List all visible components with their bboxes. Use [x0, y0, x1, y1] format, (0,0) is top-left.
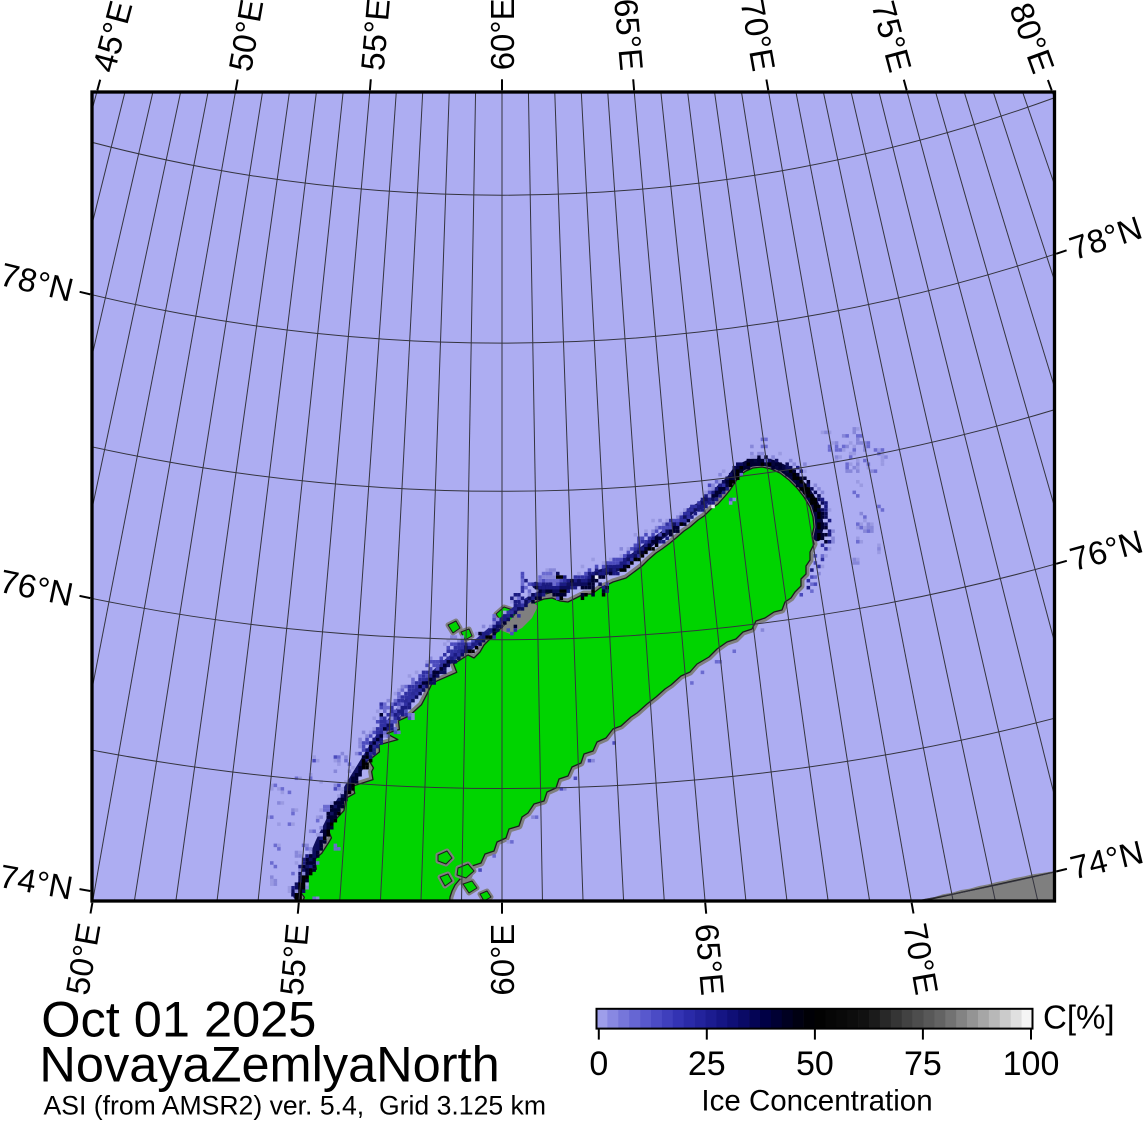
svg-text:65°E: 65°E [607, 0, 650, 72]
svg-text:60°E: 60°E [484, 0, 521, 70]
svg-text:50: 50 [796, 1045, 834, 1083]
svg-text:25: 25 [688, 1045, 726, 1083]
svg-text:75: 75 [904, 1045, 942, 1083]
svg-text:NovayaZemlyaNorth: NovayaZemlyaNorth [39, 1036, 499, 1093]
svg-text:ASI (from AMSR2) ver. 5.4, Gr: ASI (from AMSR2) ver. 5.4, Grid 3.125 km [44, 1091, 547, 1121]
svg-text:Ice Concentration: Ice Concentration [701, 1085, 932, 1118]
svg-text:55°E: 55°E [273, 922, 316, 997]
svg-text:65°E: 65°E [688, 922, 731, 997]
svg-text:100: 100 [1003, 1045, 1060, 1083]
svg-text:0: 0 [589, 1045, 608, 1083]
svg-text:Oct 01 2025: Oct 01 2025 [41, 991, 316, 1048]
svg-text:55°E: 55°E [354, 0, 397, 72]
svg-text:60°E: 60°E [484, 924, 521, 996]
svg-text:C[%]: C[%] [1043, 999, 1115, 1036]
